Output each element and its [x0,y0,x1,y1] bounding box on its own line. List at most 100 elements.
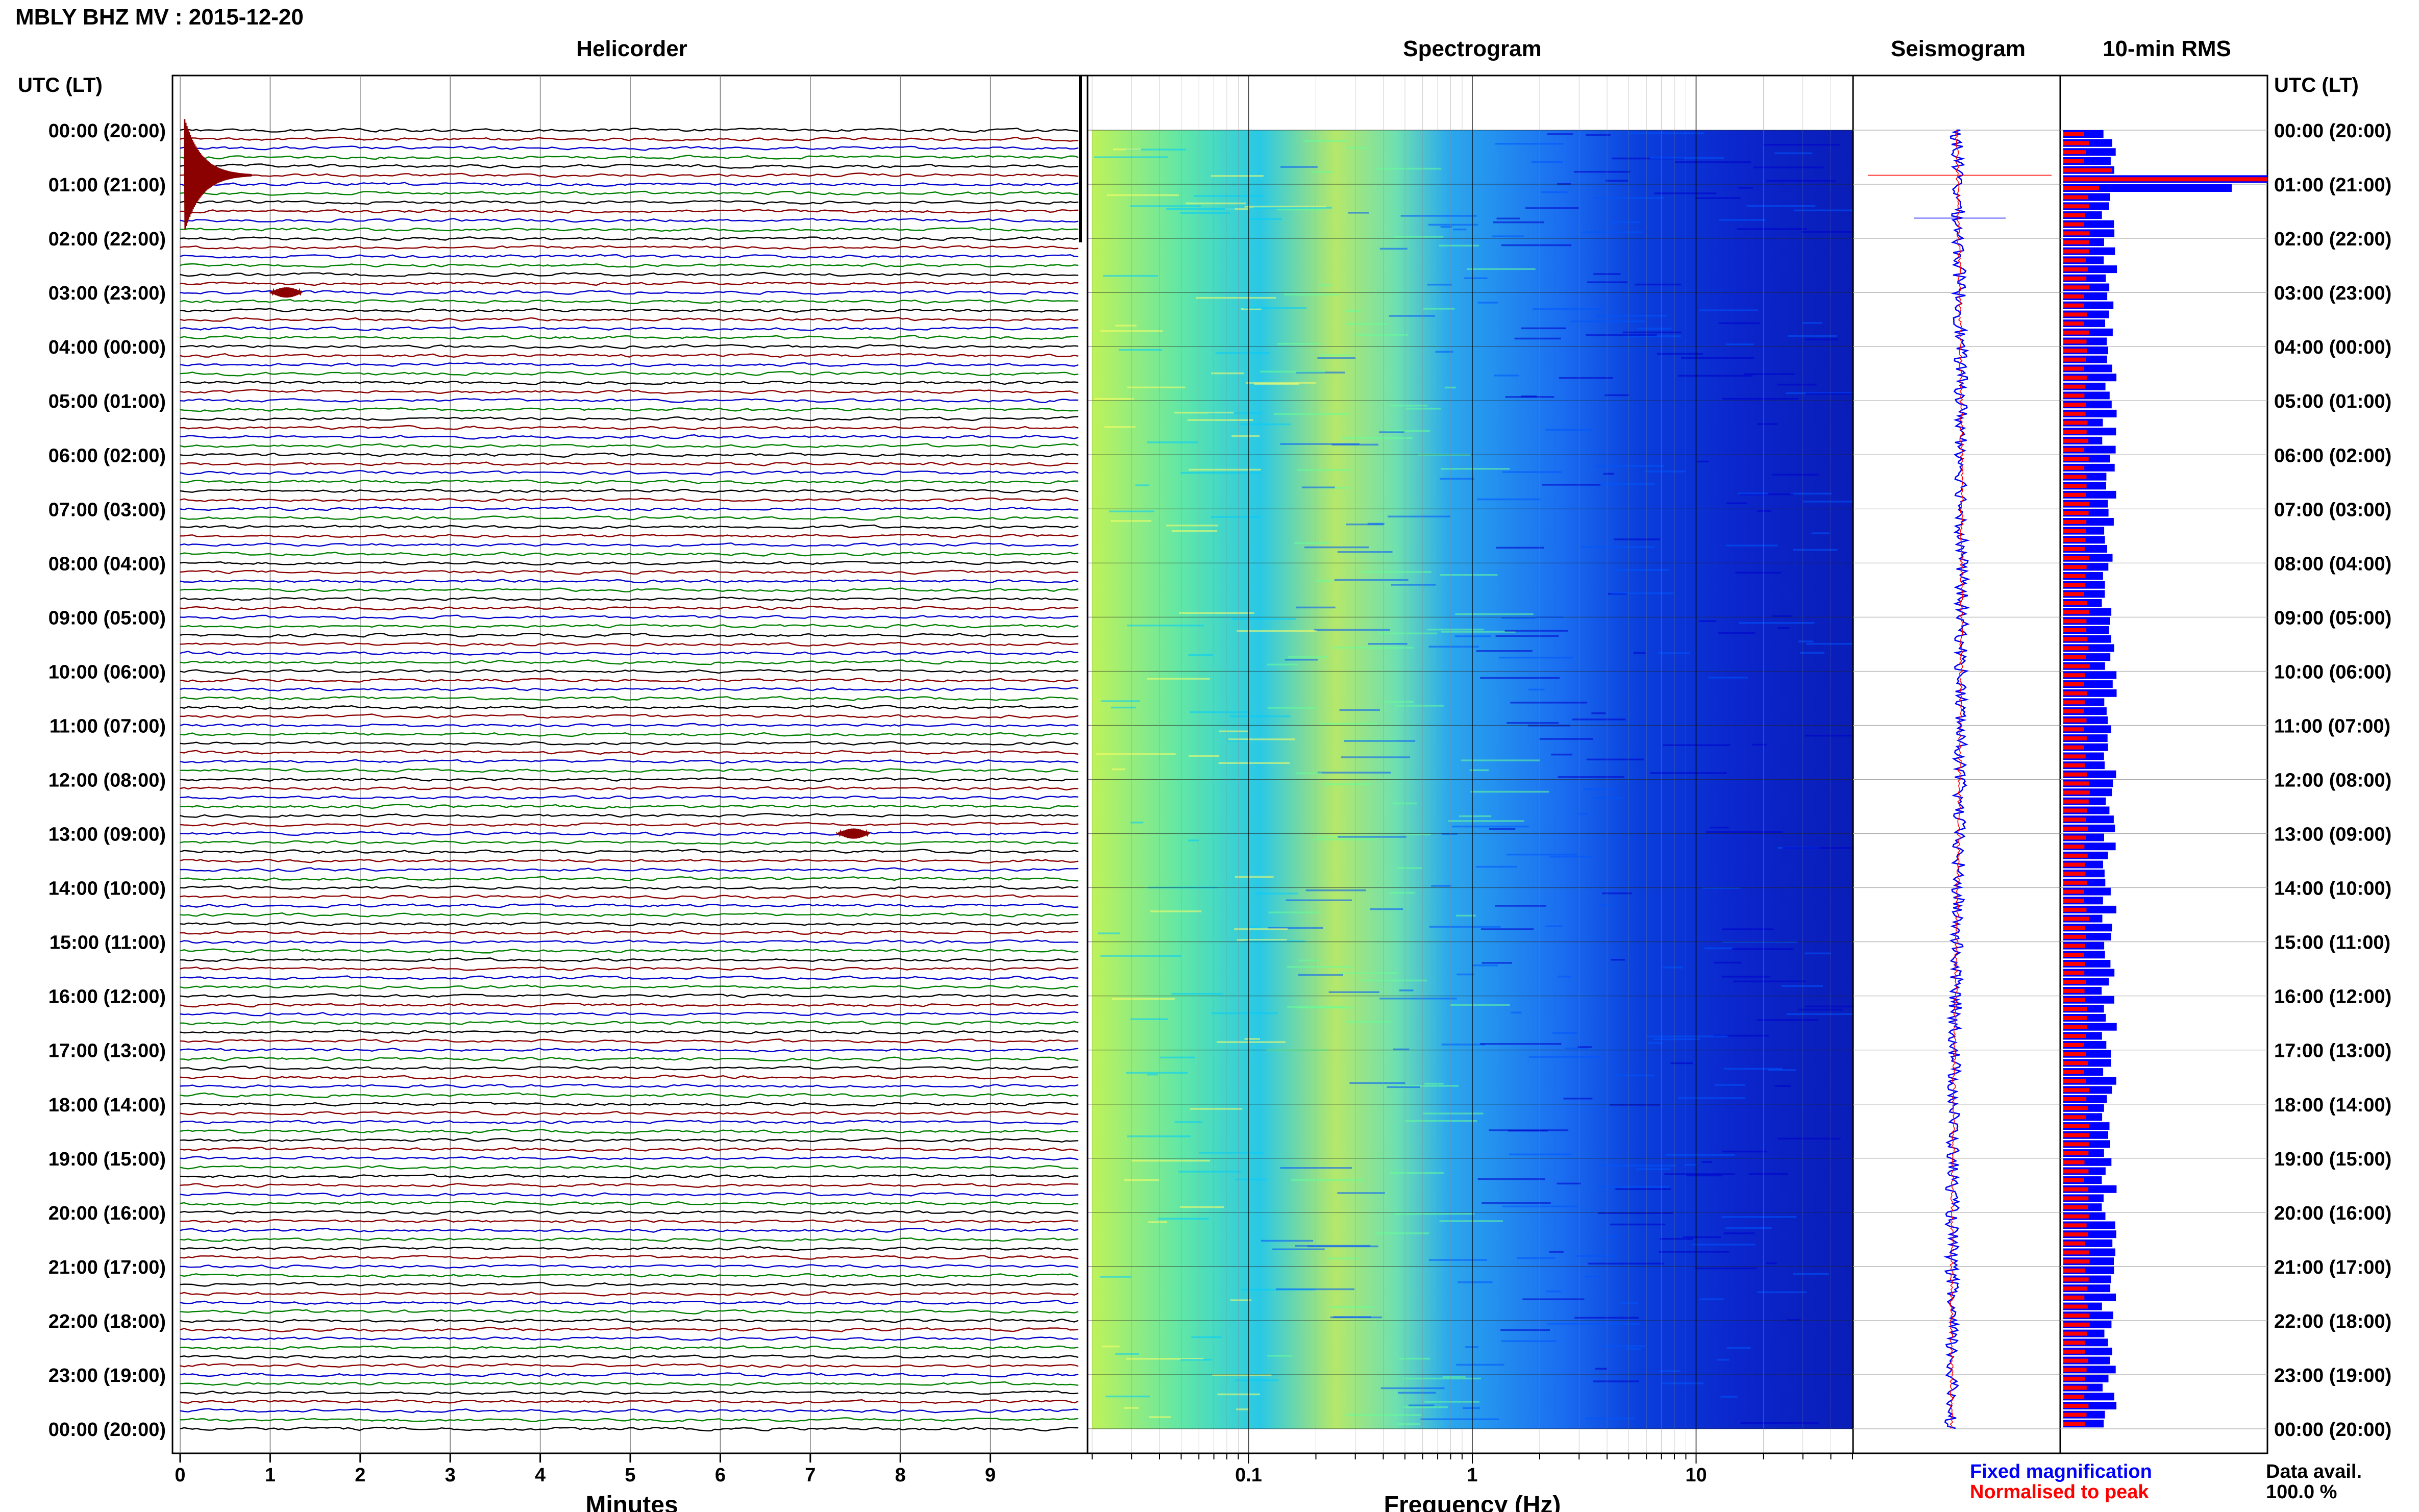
spectrogram-streak [1147,678,1210,680]
spectrogram-streak [1100,955,1182,957]
rms-bar-normalised [2063,1313,2090,1318]
time-label-right: 22:00 (18:00) [2274,1311,2391,1332]
spectrogram-streak [1495,905,1546,907]
spectrogram-streak [1699,1298,1724,1300]
helicorder-x-ticks: 0 1 2 3 4 5 6 7 8 9 [175,1453,996,1486]
spectrogram-streak [1126,1072,1188,1074]
helicorder-trace [180,452,1079,458]
rms-bar-normalised [2063,916,2089,921]
helicorder-trace [180,1192,1079,1197]
spectrogram-streak [1403,1406,1448,1408]
rms-bar-normalised [2063,303,2084,308]
rms-bar-normalised [2063,519,2087,524]
spectrogram-streak [1105,1395,1150,1398]
spectrogram-streak [1191,1336,1222,1339]
spectrogram-streak [1721,976,1771,978]
rms-bar-normalised [2063,664,2090,668]
spectrogram-streak [1338,836,1406,838]
spectrogram-streak [1267,707,1317,709]
spectrogram-streak [1469,769,1489,772]
spectrogram-streak [1291,1179,1364,1181]
time-label-left: 12:00 (08:00) [48,770,166,791]
rms-bar-normalised [2063,1043,2084,1047]
helicorder-trace [180,659,1079,665]
helicorder-trace [180,1237,1079,1243]
spectrogram-streak [1339,709,1380,711]
rms-bar-normalised [2063,754,2086,759]
helicorder-trace [180,1200,1079,1206]
helicorder-trace [180,641,1079,647]
spectrogram-streak [1521,327,1566,330]
helicorder-trace [180,1273,1079,1278]
spectrogram-x-tick-label: 0.1 [1235,1465,1262,1486]
spectrogram-streak [1174,411,1234,414]
spectrogram-streak [1457,973,1474,976]
spectrogram-streak [1793,209,1871,212]
spectrogram-streak [1726,502,1747,504]
rms-bar-normalised [2063,1187,2089,1192]
helicorder-trace [180,1065,1079,1071]
spectrogram-streak [1752,743,1767,746]
time-label-left: 23:00 (19:00) [48,1365,166,1386]
spectrogram-streak [1249,218,1282,220]
spectrogram-streak [1379,998,1457,1000]
spectrogram-streak [1622,331,1682,334]
time-label-left: 19:00 (15:00) [48,1149,166,1170]
spectrogram-streak [1424,1401,1479,1403]
helicorder-trace [180,524,1079,530]
helicorder-panel: 0 1 2 3 4 5 6 7 8 9 Minutes [171,75,1089,1512]
rms-bar-normalised [2063,944,2085,948]
spectrogram-streak [1208,412,1263,414]
spectrogram-streak [1654,192,1717,194]
helicorder-trace [180,813,1079,818]
helicorder-trace [180,777,1079,782]
rms-bar-normalised [2063,195,2088,200]
rms-bar-normalised [2063,610,2089,614]
helicorder-trace [180,1147,1079,1152]
spectrogram-streak [1261,1240,1314,1242]
spectrogram-streak [1217,1041,1286,1043]
rms-bar-normalised [2063,709,2084,713]
spectrogram-streak [1314,629,1390,631]
spectrogram-streak [1115,325,1137,327]
spectrogram-streak [1772,474,1819,476]
spectrogram-streak [1586,758,1644,761]
helicorder-trace [180,1363,1079,1368]
spectrogram-streak [1277,208,1323,211]
spectrogram-streak [1319,354,1350,356]
spectrogram-streak [1678,1097,1745,1099]
spectrogram-streak [1397,1085,1459,1087]
spectrogram-streak [1477,1178,1545,1180]
spectrogram-streak [1247,926,1259,928]
spectrogram-streak [1610,1223,1666,1226]
spectrogram-streak [1602,892,1632,895]
data-availability-value: 100.0 % [2266,1481,2337,1503]
time-label-right: 20:00 (16:00) [2274,1203,2391,1224]
spectrogram-streak [1112,768,1125,771]
rms-title: 10-min RMS [2103,36,2231,61]
spectrogram-streak [1714,961,1742,964]
spectrogram-streak [1480,928,1534,930]
rms-bar-normalised [2063,177,2267,182]
spectrogram-streak [1393,1048,1410,1051]
spectrogram-streak [1194,195,1265,197]
spectrogram-streak [1722,941,1797,943]
spectrogram-streak [1158,1218,1209,1220]
spectrogram-streak [1472,964,1498,966]
rms-bar-normalised [2063,1034,2086,1038]
helicorder-trace [180,551,1079,557]
time-label-right: 06:00 (02:00) [2274,445,2391,466]
spectrogram-streak [1166,208,1235,210]
spectrogram-streak [1805,734,1869,737]
spectrogram-streak [1663,744,1731,746]
spectrogram-streak [1427,284,1452,286]
helicorder-x-tick-label: 6 [715,1465,726,1486]
rms-bar-normalised [2063,971,2085,975]
rms-bar-normalised [2063,899,2084,903]
rms-bar-normalised [2063,366,2084,371]
spectrogram-streak [1597,1212,1673,1214]
time-label-left: 15:00 (11:00) [50,932,166,954]
spectrogram-streak [1296,371,1345,374]
helicorder-trace [180,145,1079,151]
rms-bar-normalised [2063,186,2099,190]
